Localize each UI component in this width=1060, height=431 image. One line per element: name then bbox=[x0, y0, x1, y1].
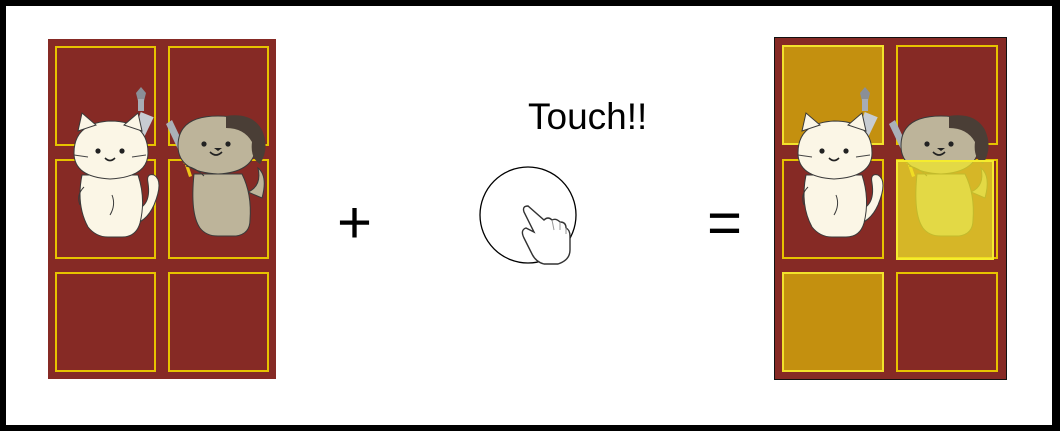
plus-symbol: + bbox=[337, 189, 373, 256]
tile-2-0-highlighted[interactable] bbox=[782, 272, 884, 372]
equals-symbol: = bbox=[707, 189, 743, 256]
tile-2-1[interactable] bbox=[896, 272, 998, 372]
touch-label: Touch!! bbox=[528, 96, 648, 137]
hand-pointer-icon bbox=[521, 205, 571, 265]
tile-2-1[interactable] bbox=[168, 272, 269, 372]
tile-2-0[interactable] bbox=[55, 272, 156, 372]
touched-tile-overlay bbox=[896, 160, 994, 260]
cat-knight-icon bbox=[73, 86, 160, 238]
dog-knight-icon bbox=[165, 114, 267, 237]
cat-knight-icon bbox=[797, 86, 884, 238]
